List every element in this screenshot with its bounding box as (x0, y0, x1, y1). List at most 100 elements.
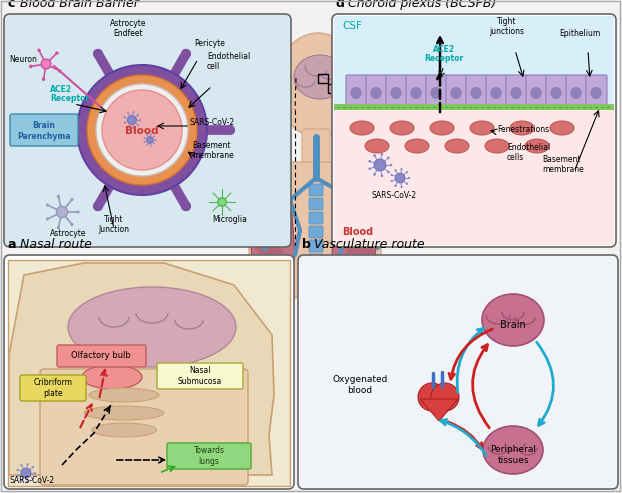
Ellipse shape (84, 406, 164, 420)
Text: Tight
junctions: Tight junctions (490, 17, 524, 36)
Ellipse shape (294, 55, 346, 99)
Text: SARS-CoV-2: SARS-CoV-2 (9, 476, 54, 485)
Text: Receptor: Receptor (424, 54, 463, 63)
Circle shape (46, 204, 49, 207)
Circle shape (154, 143, 156, 144)
FancyBboxPatch shape (506, 75, 527, 105)
Ellipse shape (510, 121, 534, 135)
FancyBboxPatch shape (309, 240, 323, 252)
FancyBboxPatch shape (366, 75, 387, 105)
Circle shape (27, 481, 29, 483)
Ellipse shape (390, 87, 402, 99)
Text: Microglia: Microglia (212, 215, 247, 224)
Circle shape (46, 217, 49, 220)
Circle shape (146, 134, 147, 136)
Circle shape (57, 226, 60, 229)
Polygon shape (420, 399, 458, 421)
Ellipse shape (570, 87, 582, 99)
FancyBboxPatch shape (386, 75, 407, 105)
Circle shape (391, 180, 392, 182)
Bar (328, 84, 338, 93)
Circle shape (381, 175, 383, 177)
Text: Pericyte: Pericyte (194, 39, 225, 48)
FancyBboxPatch shape (309, 296, 323, 308)
Text: Olfactory bulb: Olfactory bulb (71, 352, 131, 360)
Ellipse shape (350, 87, 362, 99)
Ellipse shape (510, 87, 522, 99)
FancyBboxPatch shape (309, 198, 323, 210)
Ellipse shape (430, 87, 442, 99)
Text: Blood: Blood (342, 227, 373, 237)
Circle shape (147, 137, 153, 143)
Text: Receptor: Receptor (50, 94, 89, 103)
Ellipse shape (243, 158, 273, 178)
Text: Basement
membrane: Basement membrane (192, 141, 234, 160)
Circle shape (27, 463, 29, 465)
Ellipse shape (450, 87, 462, 99)
Circle shape (394, 169, 397, 171)
Text: Blood: Blood (125, 126, 159, 136)
Circle shape (34, 472, 36, 474)
Circle shape (127, 126, 129, 128)
Text: Epithelium: Epithelium (559, 29, 601, 38)
Circle shape (49, 125, 59, 135)
Circle shape (418, 383, 446, 411)
Text: CSF: CSF (342, 21, 362, 31)
FancyBboxPatch shape (466, 75, 487, 105)
Circle shape (42, 77, 45, 81)
FancyBboxPatch shape (309, 282, 323, 294)
Text: SARS-CoV-2: SARS-CoV-2 (371, 191, 417, 200)
Circle shape (395, 173, 405, 183)
Circle shape (374, 159, 386, 171)
Bar (334, 110, 614, 245)
Text: Blood Brain Barrier: Blood Brain Barrier (16, 0, 139, 10)
Ellipse shape (405, 139, 429, 153)
Ellipse shape (430, 121, 454, 135)
FancyBboxPatch shape (309, 268, 323, 280)
Circle shape (431, 383, 459, 411)
Circle shape (127, 112, 129, 114)
FancyBboxPatch shape (406, 75, 427, 105)
Circle shape (96, 84, 188, 176)
Text: SARS-CoV-2: SARS-CoV-2 (190, 118, 235, 127)
Text: Brain: Brain (500, 320, 526, 330)
Circle shape (368, 168, 371, 170)
FancyBboxPatch shape (526, 75, 547, 105)
Circle shape (373, 154, 376, 157)
Circle shape (181, 49, 191, 59)
FancyBboxPatch shape (546, 75, 567, 105)
Circle shape (218, 198, 226, 206)
FancyBboxPatch shape (4, 14, 291, 247)
Circle shape (77, 211, 80, 213)
Text: Brain
Parenchyma: Brain Parenchyma (17, 121, 71, 141)
Polygon shape (250, 183, 295, 290)
Circle shape (144, 141, 145, 143)
Ellipse shape (470, 87, 481, 99)
Circle shape (87, 75, 197, 185)
Circle shape (16, 475, 19, 477)
Circle shape (132, 127, 134, 129)
Circle shape (406, 183, 408, 185)
Ellipse shape (445, 139, 469, 153)
Circle shape (381, 153, 383, 155)
FancyBboxPatch shape (302, 129, 330, 170)
Circle shape (181, 201, 191, 211)
Circle shape (70, 198, 73, 201)
FancyBboxPatch shape (446, 75, 467, 105)
FancyBboxPatch shape (57, 345, 146, 367)
FancyBboxPatch shape (20, 375, 86, 401)
Circle shape (391, 174, 392, 176)
Circle shape (156, 140, 157, 141)
Ellipse shape (490, 87, 502, 99)
Ellipse shape (357, 158, 387, 178)
Polygon shape (352, 86, 358, 100)
Ellipse shape (82, 365, 142, 389)
Circle shape (21, 468, 31, 478)
Ellipse shape (390, 121, 414, 135)
Ellipse shape (483, 426, 543, 474)
Bar (334, 16, 614, 104)
Circle shape (128, 115, 136, 124)
Text: Astrocyte: Astrocyte (50, 229, 86, 238)
Circle shape (37, 48, 41, 52)
Ellipse shape (550, 121, 574, 135)
